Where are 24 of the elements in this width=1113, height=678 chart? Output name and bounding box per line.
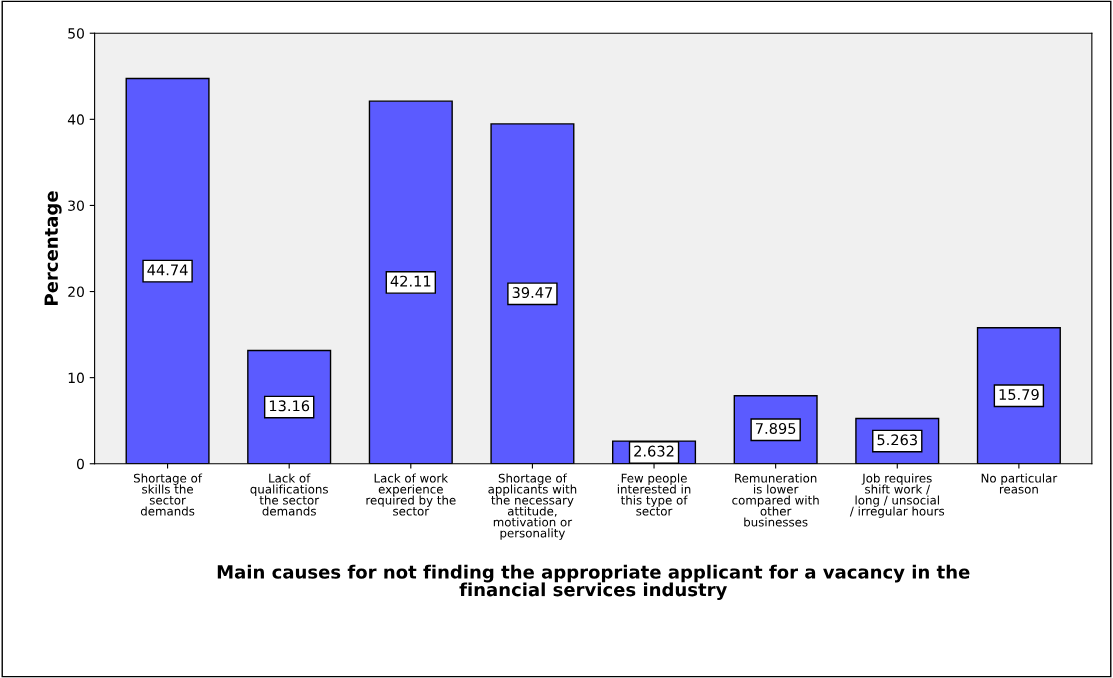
x-tick-label: No particular reason xyxy=(981,473,1058,494)
data-label: 7.895 xyxy=(755,422,796,434)
data-label: 44.74 xyxy=(147,264,188,276)
x-tick-label: Shortage of applicants with the necessary attitude, motivation or personality xyxy=(488,473,577,540)
y-tick-label: 10 xyxy=(68,372,84,384)
data-label: 5.263 xyxy=(877,434,917,446)
y-tick-label: 40 xyxy=(67,114,84,125)
data-label: 13.16 xyxy=(269,400,310,412)
x-tick-label: Remuneration is lower compared with other businesses xyxy=(732,473,819,527)
data-label: 39.47 xyxy=(512,287,553,299)
data-label: 42.11 xyxy=(390,275,431,287)
x-tick-label: Lack of work experience required by the sector xyxy=(366,473,456,516)
y-tick-label: 0 xyxy=(76,458,84,470)
y-tick-label: 50 xyxy=(68,28,84,39)
data-label: 15.79 xyxy=(999,388,1039,400)
x-tick-label: Few people interested in this type of sector xyxy=(617,473,691,516)
y-axis-title: Percentage xyxy=(44,191,62,305)
y-tick-label: 30 xyxy=(68,200,84,211)
x-tick-label: Job requires shift work / long / unsocial / irregular hours xyxy=(849,473,945,518)
data-label: 2.632 xyxy=(634,445,674,457)
x-tick-label: Lack of qualifications the sector demands xyxy=(250,473,328,516)
x-tick-label: Shortage of skills the sector demands xyxy=(133,473,203,516)
y-tick-label: 20 xyxy=(68,286,84,298)
x-axis-title: Main causes for not finding the appropriate applicant for a vacancy in the financial services industry xyxy=(217,564,970,601)
